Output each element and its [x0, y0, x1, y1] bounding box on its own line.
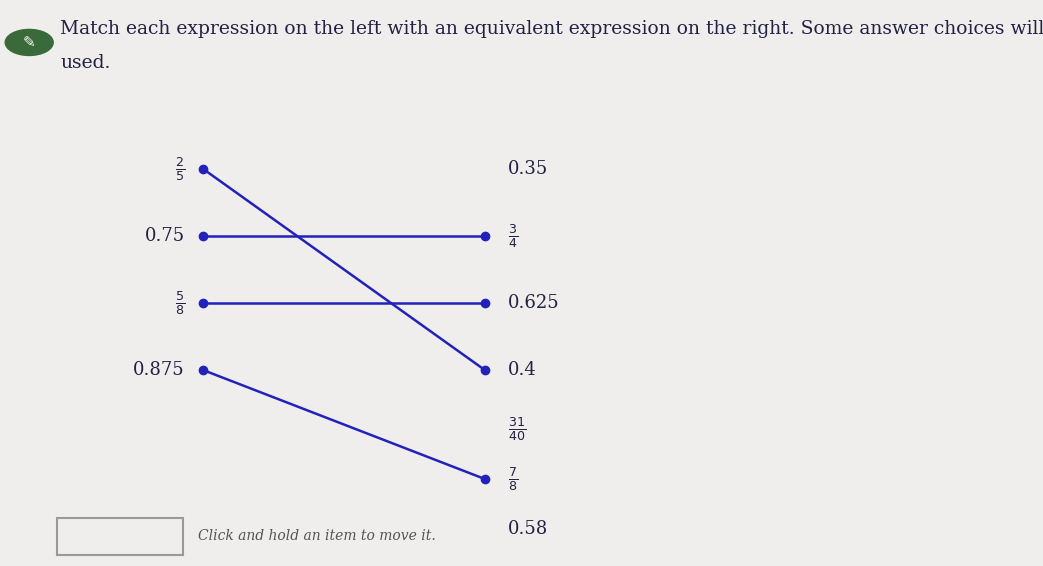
Text: 0.4: 0.4: [508, 361, 537, 379]
Text: Click and hold an item to move it.: Click and hold an item to move it.: [198, 529, 436, 543]
Bar: [57, 518, 183, 555]
Text: $\frac{7}{8}$: $\frac{7}{8}$: [508, 465, 518, 493]
Text: ✎: ✎: [23, 35, 35, 50]
Text: $\frac{3}{4}$: $\frac{3}{4}$: [508, 222, 518, 250]
Text: 0.75: 0.75: [145, 227, 185, 245]
Circle shape: [5, 29, 53, 55]
Text: $\frac{31}{40}$: $\frac{31}{40}$: [508, 415, 526, 443]
Text: $\frac{5}{8}$: $\frac{5}{8}$: [174, 289, 185, 317]
Text: 0.35: 0.35: [508, 160, 549, 178]
Text: Match each expression on the left with an equivalent expression on the right. So: Match each expression on the left with a…: [60, 20, 1043, 38]
Text: 0.875: 0.875: [134, 361, 185, 379]
Text: 0.58: 0.58: [508, 520, 549, 538]
Text: $\frac{2}{5}$: $\frac{2}{5}$: [174, 155, 185, 183]
Text: used.: used.: [60, 54, 111, 72]
Text: 0.625: 0.625: [508, 294, 559, 312]
